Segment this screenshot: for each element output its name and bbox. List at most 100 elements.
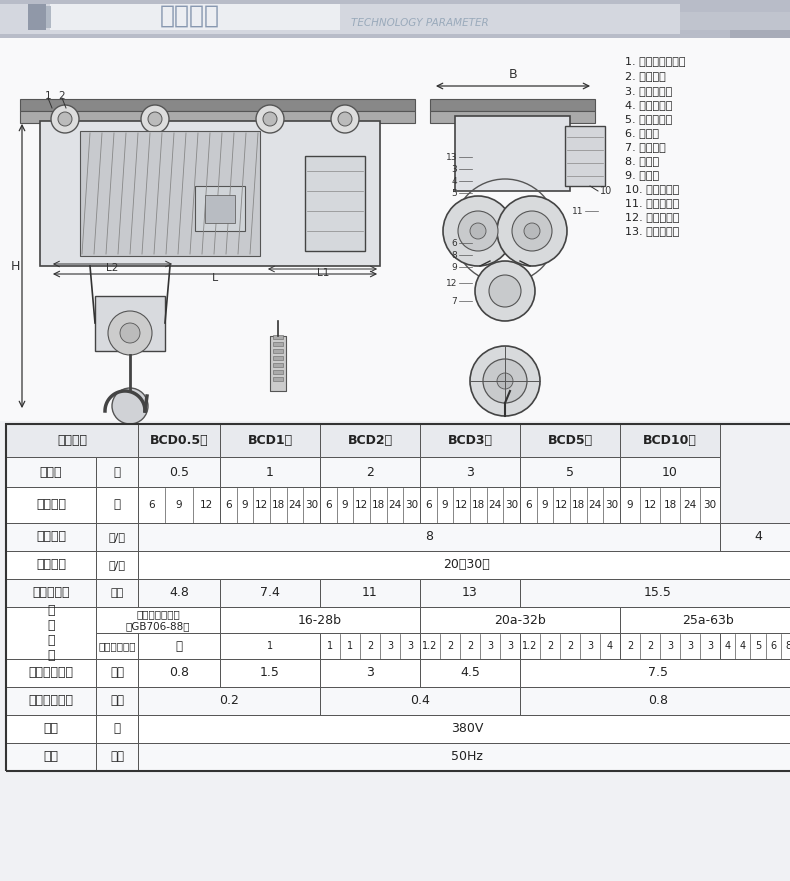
Text: 7.4: 7.4 xyxy=(260,587,280,599)
Bar xyxy=(96,579,138,607)
Bar xyxy=(0,4,680,34)
Bar xyxy=(565,126,605,186)
Bar xyxy=(430,99,595,111)
Text: 3: 3 xyxy=(407,641,413,651)
Text: 18: 18 xyxy=(572,500,585,510)
Text: 10: 10 xyxy=(662,465,678,478)
Bar xyxy=(0,0,790,38)
Bar xyxy=(273,363,283,367)
Text: 8. 停止块: 8. 停止块 xyxy=(625,156,659,166)
Text: 6: 6 xyxy=(770,641,777,651)
Text: 技术参数: 技术参数 xyxy=(160,4,220,28)
Text: 5: 5 xyxy=(755,641,761,651)
Bar xyxy=(6,743,96,771)
Bar xyxy=(455,116,570,191)
Bar xyxy=(680,12,790,30)
Text: 3: 3 xyxy=(667,641,673,651)
Text: L1: L1 xyxy=(317,268,329,278)
Text: L2: L2 xyxy=(106,263,118,273)
Text: 13. 软缆引入器: 13. 软缆引入器 xyxy=(625,226,679,236)
Bar xyxy=(95,296,165,351)
Bar xyxy=(220,659,320,687)
Text: 13: 13 xyxy=(446,152,457,161)
Text: 米: 米 xyxy=(175,640,182,653)
Bar xyxy=(20,111,415,123)
Bar xyxy=(320,659,420,687)
Bar xyxy=(138,633,220,659)
Text: 9: 9 xyxy=(342,500,348,510)
Bar xyxy=(520,633,620,659)
Text: 3. 断火限位器: 3. 断火限位器 xyxy=(625,86,672,96)
Bar xyxy=(620,457,720,487)
Text: 1: 1 xyxy=(327,641,333,651)
Text: 30: 30 xyxy=(305,500,318,510)
Text: 6. 限位杆: 6. 限位杆 xyxy=(625,128,659,138)
Bar xyxy=(220,633,320,659)
Text: 2: 2 xyxy=(467,641,473,651)
Circle shape xyxy=(483,359,527,403)
Text: 4: 4 xyxy=(739,641,746,651)
Bar xyxy=(220,487,320,523)
Bar xyxy=(420,607,620,633)
Bar xyxy=(6,523,96,551)
Bar xyxy=(138,487,220,523)
Bar xyxy=(205,195,235,223)
Text: 6: 6 xyxy=(451,239,457,248)
Bar xyxy=(320,579,420,607)
Circle shape xyxy=(141,105,169,133)
Text: 24: 24 xyxy=(389,500,401,510)
Text: 12: 12 xyxy=(446,278,457,287)
Bar xyxy=(138,457,220,487)
Bar xyxy=(138,743,790,771)
Text: 6: 6 xyxy=(325,500,332,510)
Text: 9: 9 xyxy=(175,500,182,510)
Bar xyxy=(138,659,220,687)
Text: 9: 9 xyxy=(242,500,248,510)
Text: 毫米: 毫米 xyxy=(111,588,123,598)
Bar xyxy=(273,335,283,339)
Text: 25a-63b: 25a-63b xyxy=(682,613,734,626)
Bar xyxy=(220,607,420,633)
Bar xyxy=(220,457,320,487)
Bar xyxy=(96,687,138,715)
Circle shape xyxy=(470,346,540,416)
Bar xyxy=(138,424,220,457)
Text: 18: 18 xyxy=(272,500,285,510)
Text: 起重量: 起重量 xyxy=(40,465,62,478)
Text: 4: 4 xyxy=(451,176,457,186)
Text: 3: 3 xyxy=(487,641,493,651)
Bar xyxy=(420,457,520,487)
Text: 0.8: 0.8 xyxy=(648,694,668,707)
Circle shape xyxy=(338,112,352,126)
Bar xyxy=(430,111,595,123)
Text: 0.5: 0.5 xyxy=(169,465,189,478)
Text: 运
行
轨
道: 运 行 轨 道 xyxy=(47,604,55,662)
Text: 频率: 频率 xyxy=(43,751,58,764)
Text: 环形轨道半径: 环形轨道半径 xyxy=(98,641,136,651)
Circle shape xyxy=(524,223,540,239)
Bar xyxy=(620,424,720,457)
Bar xyxy=(28,4,46,30)
Bar xyxy=(320,633,420,659)
Text: 24: 24 xyxy=(288,500,302,510)
Bar xyxy=(520,659,790,687)
Text: 3: 3 xyxy=(466,465,474,478)
Text: 4. 起升电动机: 4. 起升电动机 xyxy=(625,100,672,110)
Bar xyxy=(320,487,420,523)
Text: 50Hz: 50Hz xyxy=(451,751,483,764)
Text: 千瓦: 千瓦 xyxy=(110,694,124,707)
Text: 7. 起重吊钩: 7. 起重吊钩 xyxy=(625,142,666,152)
Bar xyxy=(520,487,620,523)
Bar xyxy=(6,424,138,457)
Bar xyxy=(6,715,96,743)
Bar xyxy=(80,131,260,256)
Text: 24: 24 xyxy=(488,500,502,510)
Text: 5: 5 xyxy=(566,465,574,478)
Bar xyxy=(273,342,283,346)
Text: 12: 12 xyxy=(555,500,568,510)
Bar xyxy=(6,424,790,771)
Text: 5: 5 xyxy=(451,189,457,197)
Text: 9: 9 xyxy=(451,263,457,271)
Bar xyxy=(320,457,420,487)
Text: 13: 13 xyxy=(462,587,478,599)
